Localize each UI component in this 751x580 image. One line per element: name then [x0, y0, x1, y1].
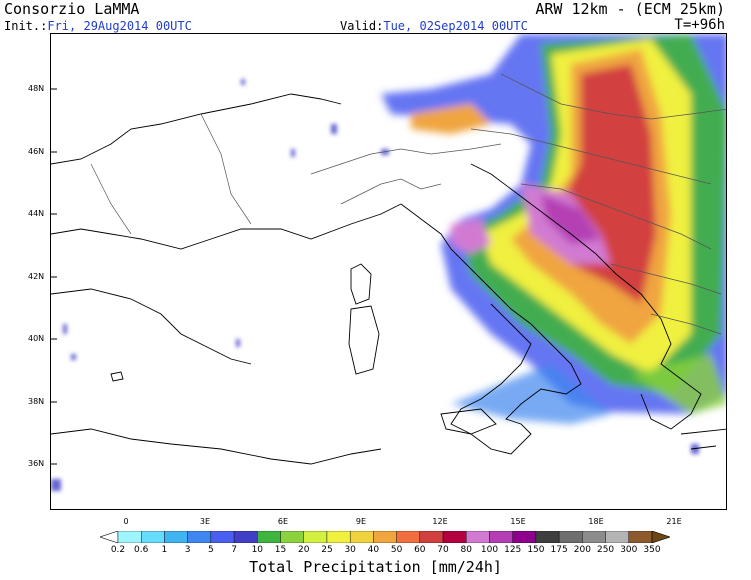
- legend-swatch: [628, 531, 653, 543]
- legend-threshold-label: 175: [550, 545, 568, 555]
- legend-swatch: [187, 531, 212, 543]
- lead-time: T=+96h: [674, 17, 725, 33]
- lat-label-48n: 48N: [28, 84, 45, 93]
- lat-label-46n: 46N: [28, 147, 45, 156]
- valid-label: Valid:: [340, 19, 384, 33]
- legend-threshold-label: 350: [643, 545, 661, 555]
- legend-threshold-label: 125: [504, 545, 522, 555]
- legend-swatch: [535, 531, 560, 543]
- model-title: ARW 12km - (ECM 25km): [535, 0, 725, 18]
- legend-swatch: [280, 531, 304, 543]
- legend-swatch: [326, 531, 351, 543]
- lon-label-15e: 15E: [510, 517, 526, 526]
- legend-swatch: [396, 531, 421, 543]
- lon-label-3e: 3E: [199, 517, 211, 526]
- legend-threshold-label: 150: [527, 545, 545, 555]
- legend-swatch: [466, 531, 490, 543]
- legend-threshold-label: 60: [414, 545, 426, 555]
- legend-swatch: [164, 531, 188, 543]
- lon-label-21e: 21E: [666, 517, 682, 526]
- legend-threshold-label: 70: [437, 545, 449, 555]
- legend-swatch: [419, 531, 444, 543]
- producer-title: Consorzio LaMMA: [4, 0, 140, 18]
- legend-swatch: [349, 531, 374, 543]
- legend-swatch: [489, 531, 513, 543]
- national-borders: [90, 73, 726, 335]
- legend-threshold-label: 15: [274, 545, 287, 555]
- legend-threshold-label: 80: [460, 545, 472, 555]
- legend-swatch: [117, 531, 142, 543]
- legend-swatch: [582, 531, 606, 543]
- legend-threshold-label: 100: [480, 545, 499, 555]
- lon-label-9e: 9E: [355, 517, 367, 526]
- init-label: Init.:: [4, 19, 48, 33]
- legend-max-arrow: [651, 531, 670, 543]
- legend-swatch: [141, 531, 165, 543]
- legend-swatch: [210, 531, 235, 543]
- graticule-ticks: [51, 88, 57, 465]
- init-time: Init.:Fri, 29Aug2014 00UTC: [4, 19, 192, 33]
- legend-swatch: [373, 531, 397, 543]
- precipitation-map: [50, 33, 727, 510]
- legend-threshold-label: 40: [367, 545, 380, 555]
- legend-min-arrow: [100, 531, 119, 543]
- legend-swatch: [605, 531, 629, 543]
- lon-label-12e: 12E: [432, 517, 448, 526]
- legend-threshold-label: 200: [573, 545, 591, 555]
- lon-label-6e: 6E: [277, 517, 289, 526]
- map-canvas: [51, 34, 726, 491]
- legend-threshold-label: 20: [298, 545, 310, 555]
- init-value: Fri, 29Aug2014 00UTC: [47, 19, 192, 33]
- precipitation-field: [381, 34, 726, 424]
- legend-swatch: [442, 531, 467, 543]
- legend-swatch: [233, 531, 258, 543]
- lon-label-0: 0: [123, 517, 129, 526]
- legend-threshold-label: 25: [321, 545, 333, 555]
- valid-value: Tue, 02Sep2014 00UTC: [383, 19, 528, 33]
- lat-label-40n: 40N: [28, 334, 45, 343]
- legend-threshold-label: 0.6: [134, 545, 149, 555]
- legend-colorbar: [100, 531, 670, 543]
- legend-threshold-label: 1: [161, 545, 168, 555]
- legend-threshold-label: 0.2: [110, 545, 126, 555]
- valid-time: Valid:Tue, 02Sep2014 00UTC: [340, 19, 528, 33]
- legend-threshold-label: 30: [344, 545, 356, 555]
- lon-label-18e: 18E: [588, 517, 604, 526]
- lat-label-38n: 38N: [28, 397, 45, 406]
- legend-swatch: [303, 531, 328, 543]
- legend-threshold-label: 300: [620, 545, 638, 555]
- legend-threshold-label: 250: [596, 545, 615, 555]
- coastlines: [51, 93, 726, 465]
- legend-swatch: [512, 531, 537, 543]
- legend-threshold-label: 5: [207, 545, 214, 555]
- lat-label-36n: 36N: [28, 459, 45, 468]
- legend-threshold-label: 7: [231, 545, 237, 555]
- legend-title: Total Precipitation [mm/24h]: [249, 558, 502, 576]
- legend-threshold-label: 10: [251, 545, 264, 555]
- lat-label-42n: 42N: [28, 272, 45, 281]
- lat-label-44n: 44N: [28, 209, 45, 218]
- legend-threshold-label: 50: [390, 545, 403, 555]
- legend-swatch: [558, 531, 583, 543]
- legend-threshold-label: 3: [184, 545, 191, 555]
- legend-swatch: [257, 531, 281, 543]
